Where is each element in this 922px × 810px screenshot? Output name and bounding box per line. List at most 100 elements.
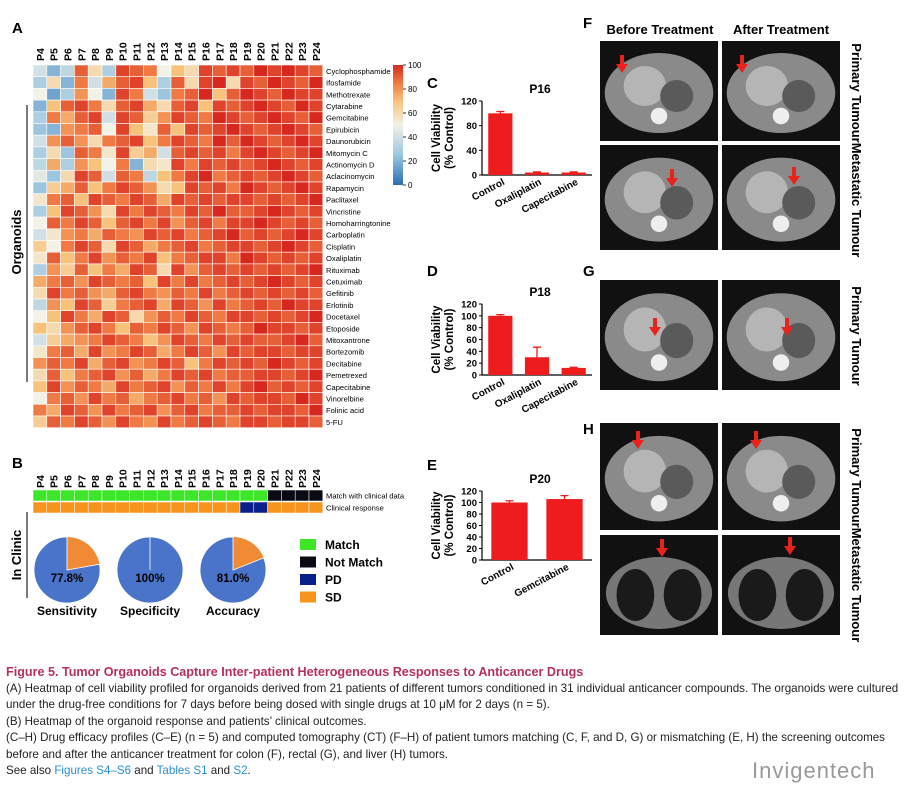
column-header: Before Treatment (607, 22, 715, 37)
heatmap-cell (267, 170, 282, 183)
heatmap-cell (32, 345, 48, 358)
row-header: Primary Tumour (849, 428, 864, 527)
heatmap-cell (308, 240, 324, 253)
heatmap-cell (225, 216, 241, 230)
heatmap-cell (60, 205, 75, 218)
heatmap-cell (170, 368, 186, 382)
heatmap-cell (239, 193, 255, 206)
heatmap-cell (115, 240, 130, 253)
row-label: Match with clinical data (326, 492, 405, 501)
heatmap-cell (101, 286, 117, 300)
heatmap-cell (101, 76, 117, 89)
response-cell (129, 489, 144, 502)
heatmap-cell (32, 357, 48, 370)
ct-organ (782, 464, 816, 499)
heatmap-cell (253, 380, 268, 393)
heatmap-cell (87, 146, 103, 159)
heatmap-cell (46, 298, 61, 311)
heatmap-cell (198, 310, 213, 323)
link[interactable]: S2 (233, 764, 248, 777)
heatmap-cell (32, 111, 48, 124)
row-label: Mitomycin C (326, 149, 368, 158)
column-label: P7 (76, 475, 88, 488)
ct-organ (660, 322, 694, 359)
heatmap-cell (60, 240, 75, 253)
heatmap-cell (308, 392, 324, 405)
heatmap-cell (156, 415, 172, 428)
heatmap-cell (253, 251, 268, 265)
heatmap-cell (281, 158, 296, 171)
heatmap-cell (60, 310, 75, 323)
link[interactable]: Tables S1 (156, 764, 208, 777)
column-label: P4 (35, 48, 47, 61)
heatmap-cell (212, 275, 227, 288)
heatmap-cell (32, 333, 48, 347)
heatmap-cell (115, 322, 130, 335)
heatmap-cell (294, 368, 310, 382)
heatmap-cell (60, 193, 75, 206)
response-cell (32, 489, 48, 502)
heatmap-cell (32, 368, 48, 382)
heatmap-cell (115, 228, 130, 241)
heatmap-cell (170, 193, 186, 206)
heatmap-cell (225, 205, 241, 218)
heatmap-cell (46, 275, 61, 288)
response-cell (184, 501, 199, 514)
heatmap-cell (115, 263, 130, 276)
x-tick-label: Gemcitabine (513, 562, 572, 600)
error-bar (496, 110, 505, 114)
heatmap-cell (129, 403, 144, 417)
heatmap-cell (32, 216, 48, 230)
heatmap-cell (46, 181, 61, 194)
heatmap-cell (87, 240, 103, 253)
heatmap-cell (60, 88, 75, 101)
column-label: P7 (76, 48, 88, 61)
heatmap-cell (46, 99, 61, 113)
heatmap-cell (308, 380, 324, 393)
heatmap-cell (143, 333, 158, 347)
heatmap-cell (225, 146, 241, 159)
row-label: Rapamycin (326, 184, 364, 193)
heatmap-cell (60, 146, 75, 159)
heatmap-cell (156, 322, 172, 335)
heatmap-cell (32, 286, 48, 300)
ct-spine (650, 107, 668, 125)
link[interactable]: Figures S4–S6 (54, 764, 132, 777)
row-label: Pemetrexed (326, 371, 367, 380)
heatmap-cell (143, 76, 158, 89)
heatmap-cell (129, 251, 144, 265)
heatmap-cell (294, 357, 310, 370)
heatmap-cell (239, 64, 255, 77)
column-label: P18 (228, 42, 240, 61)
heatmap-cell (156, 88, 172, 101)
panel-label: E (427, 457, 437, 474)
heatmap-cell (143, 310, 158, 323)
heatmap-cell (281, 228, 296, 241)
arrow (656, 539, 668, 557)
heatmap-cell (32, 403, 48, 417)
heatmap-cell (184, 275, 199, 288)
column-label: P4 (35, 475, 47, 488)
heatmap-cell (308, 170, 324, 183)
legend-label: Not Match (325, 556, 383, 570)
response-cell (87, 501, 103, 514)
heatmap-cell (115, 251, 130, 265)
heatmap-cell (32, 123, 48, 136)
heatmap-cell (143, 298, 158, 311)
heatmap-cell (253, 134, 268, 148)
heatmap-cell (101, 99, 117, 113)
heatmap-cell (170, 380, 186, 393)
column-label: P9 (104, 48, 116, 61)
heatmap-cell (74, 286, 89, 300)
heatmap-cell (74, 111, 89, 124)
heatmap-cell (225, 251, 241, 265)
heatmap-cell (281, 415, 296, 428)
heatmap-cell (74, 403, 89, 417)
heatmap-cell (267, 134, 282, 148)
ct-lung (738, 569, 777, 621)
heatmap-cell (46, 286, 61, 300)
heatmap-cell (129, 380, 144, 393)
ct-organ (782, 185, 816, 220)
watermark: Invigentech (752, 758, 876, 783)
heatmap-cell (239, 403, 255, 417)
